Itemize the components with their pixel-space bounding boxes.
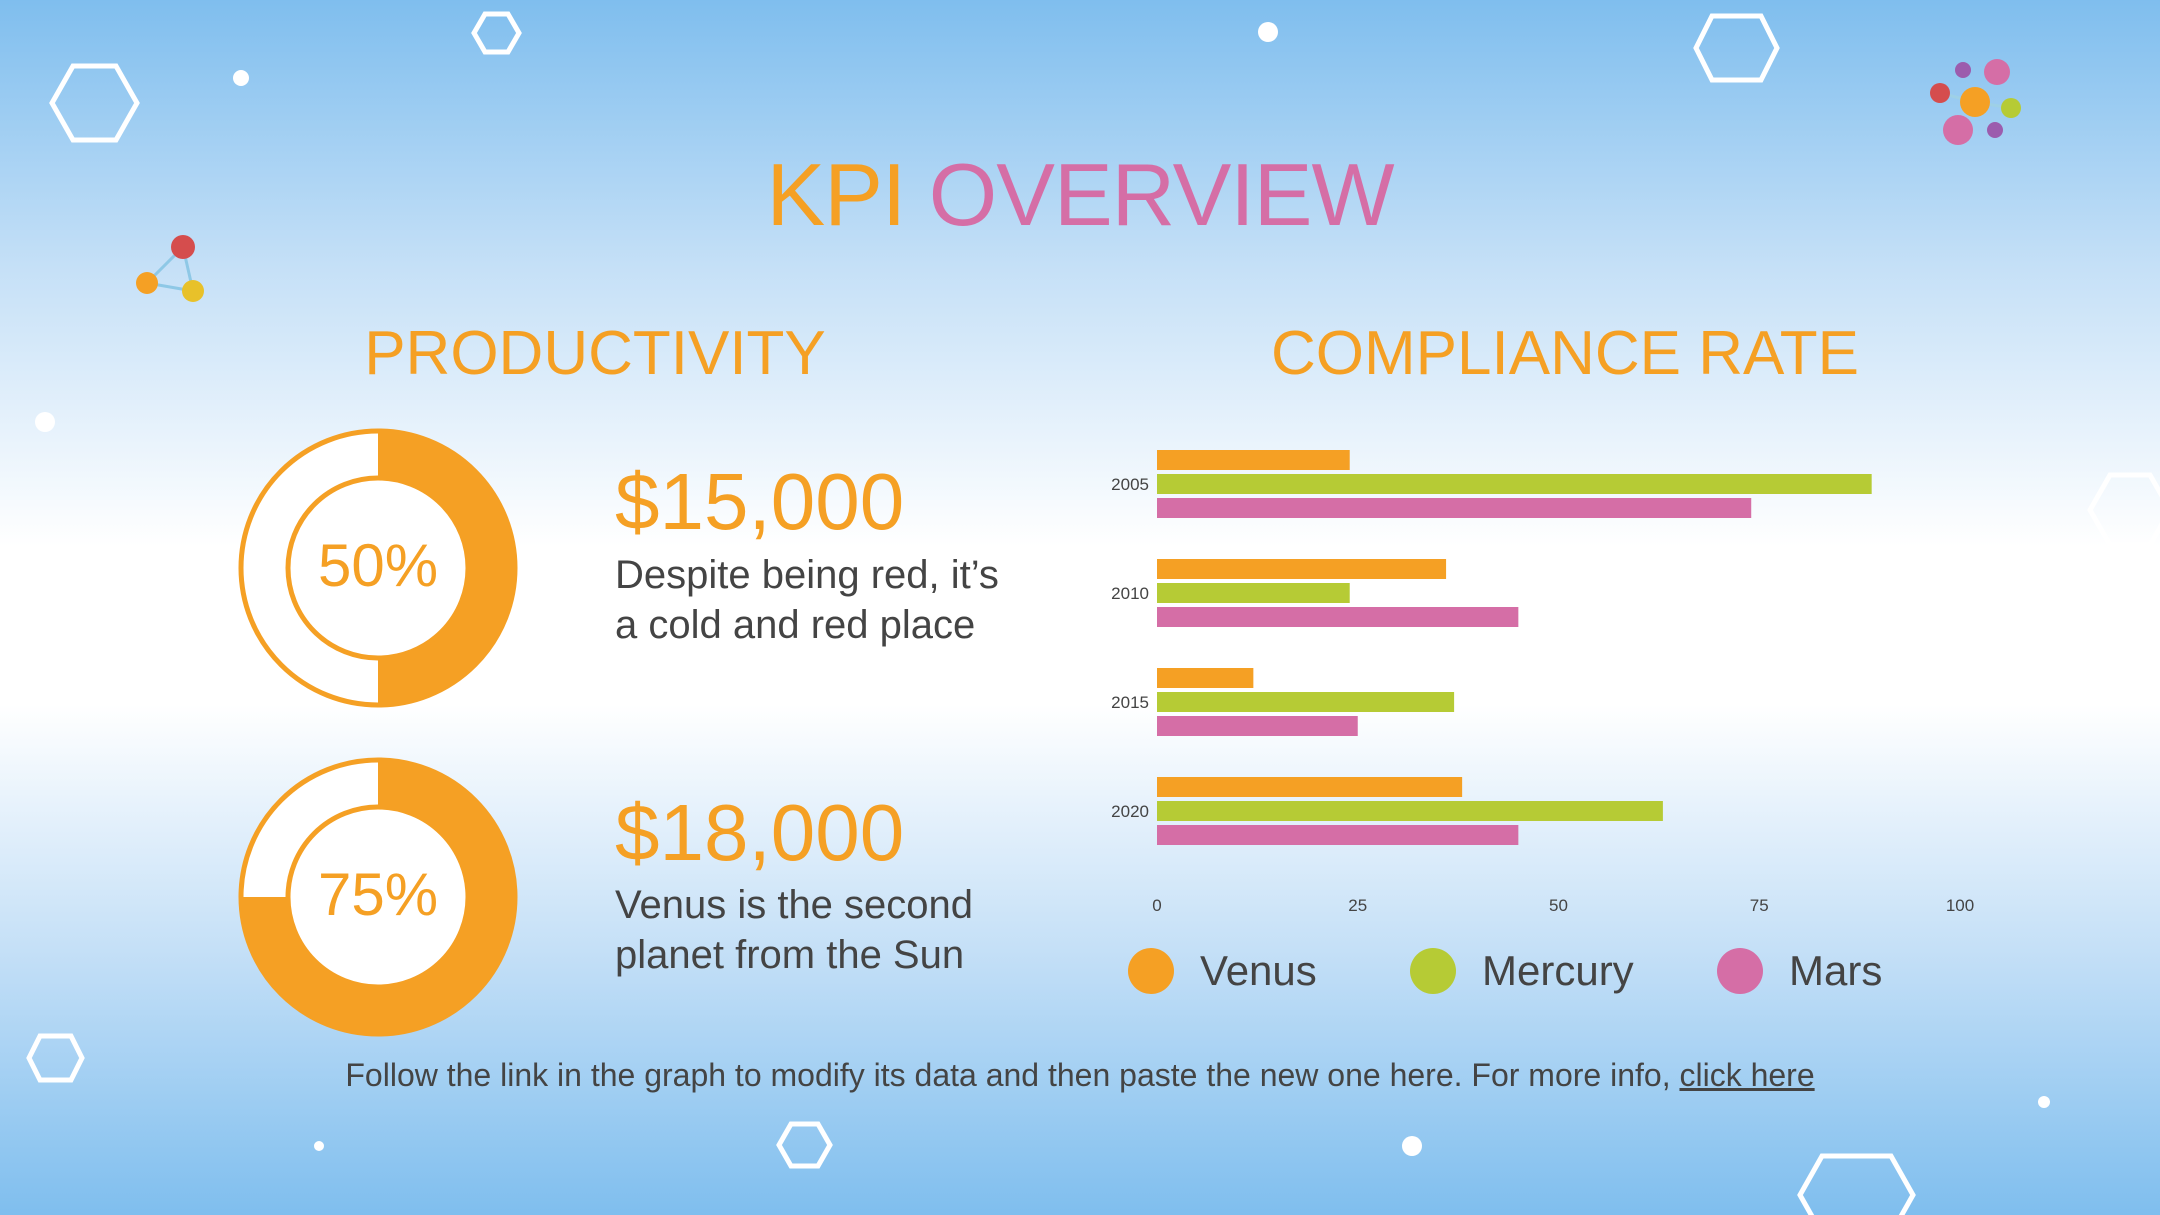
- y-tick-label: 2020: [1111, 802, 1149, 821]
- legend-label-mars: Mars: [1789, 947, 1883, 994]
- legend-swatch-venus: [1128, 948, 1174, 994]
- legend-swatch-mercury: [1410, 948, 1456, 994]
- dot-decoration: [35, 412, 55, 432]
- bar-venus-2010: [1157, 559, 1447, 579]
- title-overview: OVERVIEW: [928, 145, 1395, 244]
- footer-note: Follow the link in the graph to modify i…: [0, 1055, 2160, 1095]
- bar-mercury-2005: [1157, 474, 1872, 494]
- molecule-icon: [136, 235, 204, 302]
- hexagon-decoration: [776, 1121, 833, 1169]
- dot-decoration: [2038, 1096, 2050, 1108]
- hexagon-decoration: [2087, 472, 2160, 548]
- y-tick-label: 2015: [1111, 693, 1149, 712]
- legend-label-venus: Venus: [1200, 947, 1317, 994]
- kpi-description-2: Venus is the second planet from the Sun: [615, 883, 974, 977]
- legend-item-mercury: Mercury: [1410, 946, 1634, 996]
- title-kpi: KPI: [766, 145, 907, 244]
- y-tick-label: 2005: [1111, 475, 1149, 494]
- hexagon-decoration: [471, 11, 522, 55]
- dot-decoration: [1402, 1136, 1422, 1156]
- bar-venus-2005: [1157, 450, 1350, 470]
- x-tick-label: 75: [1750, 896, 1769, 915]
- productivity-donut-1: 50%: [238, 428, 518, 708]
- bar-venus-2020: [1157, 777, 1463, 797]
- donut-percent-label: 75%: [318, 861, 438, 928]
- bar-mercury-2020: [1157, 801, 1663, 821]
- hexagon-decoration: [1797, 1153, 1916, 1215]
- legend-swatch-mars: [1717, 948, 1763, 994]
- dots-cluster-icon: [1930, 59, 2021, 145]
- legend-label-mercury: Mercury: [1482, 947, 1634, 994]
- bar-mars-2020: [1157, 825, 1519, 845]
- x-tick-label: 0: [1152, 896, 1161, 915]
- footer-text: Follow the link in the graph to modify i…: [345, 1057, 1671, 1093]
- dot-decoration: [1258, 22, 1278, 42]
- hexagon-decoration: [49, 63, 140, 143]
- kpi-amount-1: $15,000: [615, 457, 905, 546]
- compliance-rate-heading: COMPLIANCE RATE: [1271, 319, 1859, 388]
- legend-item-venus: Venus: [1128, 946, 1317, 996]
- dot-decoration: [314, 1141, 324, 1151]
- bar-venus-2015: [1157, 668, 1254, 688]
- bar-mars-2005: [1157, 498, 1752, 518]
- kpi-description-1: Despite being red, it’s a cold and red p…: [615, 553, 999, 647]
- kpi-amount-2: $18,000: [615, 788, 905, 877]
- dot-decoration: [233, 70, 249, 86]
- x-tick-label: 25: [1348, 896, 1367, 915]
- hexagon-decoration: [26, 1033, 85, 1083]
- bar-mercury-2010: [1157, 583, 1350, 603]
- footer-link[interactable]: click here: [1679, 1057, 1815, 1093]
- y-tick-label: 2010: [1111, 584, 1149, 603]
- bar-mars-2010: [1157, 607, 1519, 627]
- bar-mercury-2015: [1157, 692, 1455, 712]
- bar-mars-2015: [1157, 716, 1358, 736]
- productivity-donut-2: 75%: [238, 757, 518, 1037]
- compliance-rate-bar-chart: 2005 2010 2015 2020 0 25 50 75 100: [1111, 450, 1974, 915]
- page-title: KPI OVERVIEW: [0, 145, 2160, 245]
- productivity-heading: PRODUCTIVITY: [364, 319, 826, 388]
- x-tick-label: 100: [1946, 896, 1974, 915]
- x-tick-label: 50: [1549, 896, 1568, 915]
- donut-percent-label: 50%: [318, 532, 438, 599]
- hexagon-decoration: [1693, 13, 1780, 83]
- legend-item-mars: Mars: [1717, 946, 1882, 996]
